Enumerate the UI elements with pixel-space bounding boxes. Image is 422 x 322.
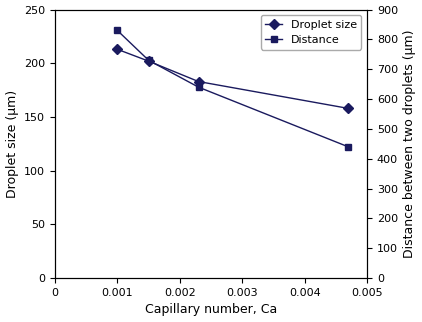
Distance (196, 85, 201, 89)
Distance (115, 29, 120, 33)
Line: Droplet size: Droplet size (114, 46, 352, 112)
Droplet size (346, 107, 351, 110)
Droplet size (196, 80, 201, 83)
Droplet size (115, 47, 120, 51)
X-axis label: Capillary number, Ca: Capillary number, Ca (145, 303, 277, 317)
Y-axis label: Distance between two droplets (μm): Distance between two droplets (μm) (403, 30, 417, 258)
Y-axis label: Droplet size (μm): Droplet size (μm) (5, 90, 19, 198)
Droplet size (146, 59, 151, 63)
Distance (346, 145, 351, 149)
Legend: Droplet size, Distance: Droplet size, Distance (261, 15, 362, 50)
Distance (146, 58, 151, 62)
Line: Distance: Distance (114, 27, 352, 150)
